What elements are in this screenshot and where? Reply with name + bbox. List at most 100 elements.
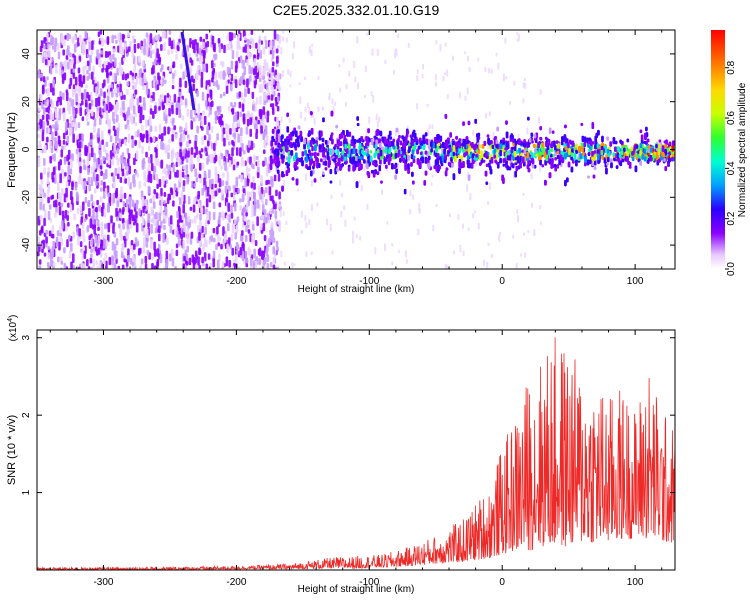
spectrogram-cell	[152, 37, 155, 45]
spectrogram-cell	[122, 217, 125, 224]
spectrogram-cell	[431, 174, 434, 178]
spectrogram-cell	[199, 153, 203, 159]
spectrogram-cell	[143, 38, 146, 46]
spectrogram-cell	[202, 185, 206, 192]
spectrogram-cell	[159, 253, 163, 264]
spectrogram-cell	[426, 103, 429, 107]
spectrogram-cell	[310, 251, 313, 256]
spectrogram-cell	[175, 249, 179, 257]
spectrogram-cell	[523, 77, 526, 82]
spectrogram-cell	[81, 133, 84, 142]
spectrogram-cell	[193, 108, 197, 116]
spectrogram-cell	[93, 76, 97, 81]
spectrogram-cell	[202, 66, 205, 72]
spectrogram-cell	[462, 250, 465, 257]
spectrogram-cell	[66, 239, 69, 248]
spectrogram-cell	[235, 60, 238, 70]
spectrogram-cell	[197, 256, 200, 266]
spectrogram-cell	[374, 247, 377, 255]
spectrogram-cell	[126, 73, 130, 79]
spectrogram-cell	[270, 94, 274, 101]
spectrogram-cell	[175, 243, 179, 249]
spectrogram-cell	[155, 40, 158, 51]
spectrogram-cell	[87, 266, 91, 269]
spectrogram-cell	[253, 182, 256, 190]
spectrogram-cell	[181, 115, 185, 121]
spectrogram-cell	[241, 241, 245, 247]
spectrogram-cell	[246, 78, 249, 88]
spectrogram-cell	[246, 59, 249, 66]
spectrogram-cell	[81, 222, 85, 229]
spectrogram-cell	[158, 123, 162, 133]
spectrogram-cell	[160, 187, 163, 197]
spectrogram-cell	[301, 151, 305, 157]
spectrogram-cell	[150, 223, 153, 234]
spectrogram-cell	[69, 115, 73, 124]
spectrogram-cell	[201, 91, 205, 101]
spectrogram-cell	[164, 147, 168, 153]
spectrogram-cell	[221, 180, 225, 187]
spectrogram-cell	[192, 259, 196, 269]
spectrogram-cell	[116, 216, 119, 222]
spectrogram-cell	[207, 140, 210, 147]
spectrogram-cell	[273, 30, 277, 40]
spectrogram-cell	[592, 141, 595, 145]
spectrogram-cell	[247, 191, 250, 201]
spectrogram-cell	[145, 130, 149, 139]
spectrogram-cell	[113, 35, 117, 40]
spectrogram-cell	[435, 39, 438, 45]
spectrogram-cell	[76, 235, 80, 246]
spectrogram-cell	[523, 232, 526, 236]
spectrogram-cell	[72, 68, 76, 74]
spectrogram-cell	[239, 136, 243, 146]
spectrogram-cell	[134, 131, 138, 138]
spectrogram-cell	[170, 188, 174, 196]
spectrogram-cell	[163, 42, 166, 52]
spectrogram-cell	[138, 69, 142, 80]
spectrogram-cell	[155, 34, 158, 40]
spectrogram-cell	[317, 75, 320, 81]
spectrogram-cell	[136, 97, 140, 106]
spectrogram-cell	[234, 218, 237, 225]
spectrogram-cell	[255, 96, 259, 105]
spectrogram-cell	[442, 75, 445, 82]
spectrogram-cell	[228, 185, 231, 192]
spectrogram-cell	[235, 254, 238, 263]
spectrogram-cell	[200, 119, 203, 127]
spectrogram-cell	[273, 153, 277, 159]
spectrogram-cell	[112, 175, 116, 183]
spectrogram-cell	[43, 44, 46, 50]
spectrogram-cell	[102, 144, 106, 153]
spectrogram-cell	[37, 133, 40, 139]
spectrogram-cell	[444, 113, 448, 119]
spectrogram-cell	[277, 121, 280, 127]
spectrogram-cell	[522, 192, 525, 197]
spectrogram-cell	[76, 226, 79, 236]
spectrogram-cell	[267, 95, 271, 100]
spectrogram-cell	[72, 253, 75, 264]
spectrogram-cell	[132, 35, 135, 44]
spectrogram-cell	[37, 106, 41, 112]
spectrogram-cell	[114, 72, 117, 83]
spectrogram-cell	[119, 213, 123, 219]
spectrogram-cell	[228, 74, 232, 79]
spectrogram-cell	[82, 159, 86, 164]
spectrogram-cell	[129, 70, 133, 76]
spectrogram-cell	[51, 225, 55, 233]
spectrogram-cell	[215, 80, 219, 88]
spectrogram-cell	[215, 243, 218, 251]
spectrogram-cell	[125, 266, 129, 269]
spectrogram-cell	[495, 52, 498, 57]
spectrogram-cell	[46, 87, 50, 97]
spectrogram-cell	[488, 182, 491, 190]
spectrogram-cell	[364, 65, 367, 73]
spectrogram-cell	[265, 198, 268, 206]
spectrogram-cell	[231, 108, 235, 115]
spectrogram-cell	[149, 125, 153, 132]
spectrogram-cell	[180, 63, 183, 70]
spectrogram-cell	[128, 217, 132, 225]
spectrogram-cell	[212, 237, 216, 243]
spectrogram-cell	[355, 234, 358, 239]
spectrogram-cell	[472, 213, 475, 219]
spectrogram-cell	[225, 80, 228, 87]
